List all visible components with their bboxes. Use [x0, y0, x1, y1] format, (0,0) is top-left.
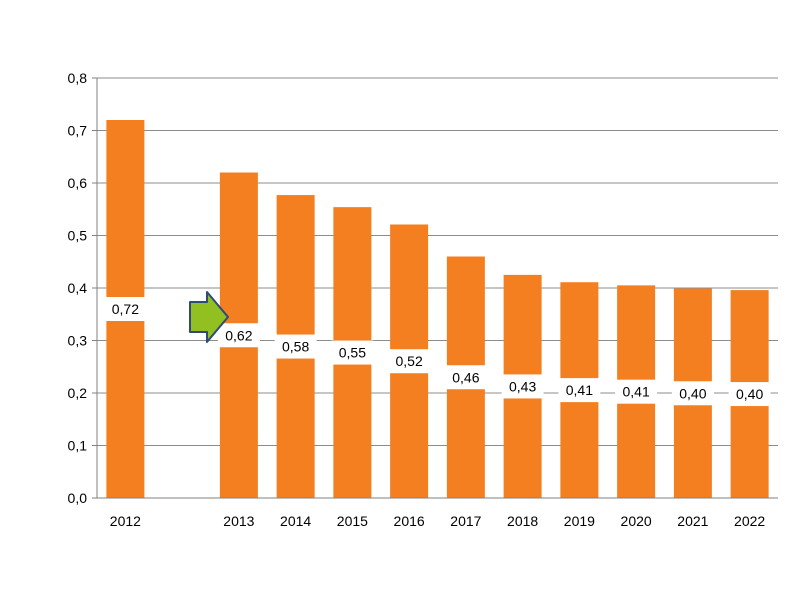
y-tick-label: 0,3 — [68, 333, 88, 349]
data-label-background — [615, 379, 658, 404]
x-tick-label: 2015 — [337, 513, 368, 529]
data-label-background — [671, 381, 714, 406]
x-tick-label: 2022 — [734, 513, 765, 529]
data-label: 0,46 — [452, 369, 479, 385]
x-axis-ticks: 2012 2013 2014 2015 2016 2017 2018 2019 2020 2021… — [110, 513, 766, 529]
x-tick-label: 2020 — [621, 513, 652, 529]
y-tick-label: 0,1 — [68, 438, 88, 454]
x-tick-label: 2016 — [394, 513, 425, 529]
x-tick-label: 2017 — [450, 513, 481, 529]
data-label-background — [558, 378, 601, 403]
data-label-background — [217, 323, 260, 348]
data-label: 0,40 — [679, 385, 706, 401]
data-label: 0,58 — [282, 339, 309, 355]
data-label: 0,40 — [736, 386, 763, 402]
x-tick-label: 2018 — [507, 513, 538, 529]
trend-arrow-icon — [189, 291, 229, 343]
y-tick-label: 0,6 — [68, 175, 88, 191]
y-tick-label: 0,0 — [68, 490, 88, 506]
x-tick-label: 2021 — [677, 513, 708, 529]
y-axis-ticks: 0,0 0,1 0,2 0,3 0,4 0,5 0,6 0,7 0,8 — [68, 70, 97, 506]
data-label: 0,41 — [623, 384, 650, 400]
data-label-background — [104, 297, 147, 321]
data-label: 0,43 — [509, 378, 536, 394]
data-label: 0,55 — [339, 345, 366, 361]
data-label-background — [331, 340, 374, 365]
y-tick-label: 0,2 — [68, 385, 88, 401]
data-label-background — [728, 382, 771, 407]
y-tick-label: 0,7 — [68, 123, 88, 139]
x-tick-label: 2019 — [564, 513, 595, 529]
y-tick-label: 0,8 — [68, 70, 88, 86]
data-label-background — [501, 374, 544, 399]
data-label: 0,41 — [566, 382, 593, 398]
data-label-background — [388, 349, 431, 374]
data-label-background — [444, 365, 487, 390]
data-label: 0,62 — [225, 327, 252, 343]
x-tick-label: 2014 — [280, 513, 311, 529]
data-label: 0,52 — [396, 353, 423, 369]
x-tick-label: 2012 — [110, 513, 141, 529]
gridlines — [97, 77, 778, 446]
y-tick-label: 0,4 — [68, 280, 88, 296]
data-label-background — [274, 334, 317, 359]
data-label: 0,72 — [112, 301, 139, 317]
data-labels: 0,72 0,62 0,58 0,55 0,52 0,46 0,43 0,41 0,41 0,40… — [104, 297, 771, 407]
y-tick-label: 0,5 — [68, 228, 88, 244]
x-tick-label: 2013 — [223, 513, 254, 529]
